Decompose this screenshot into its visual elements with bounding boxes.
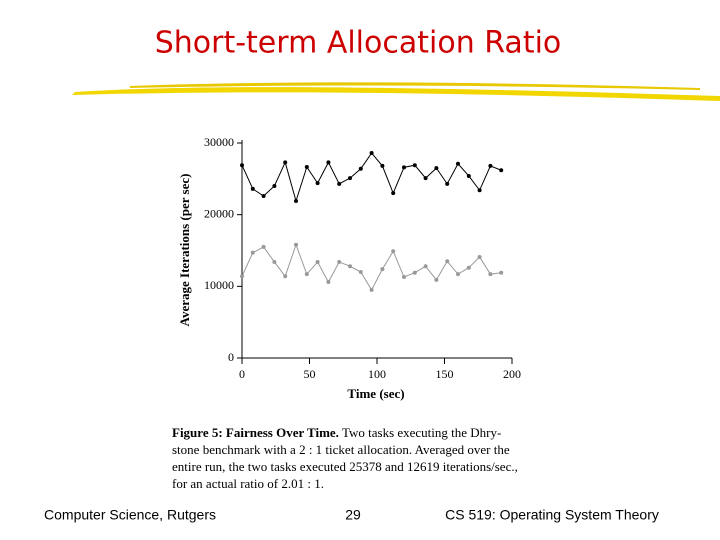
point	[326, 280, 331, 285]
y-tick-label: 10000	[204, 278, 234, 292]
point	[423, 176, 428, 181]
point	[348, 176, 352, 181]
x-axis-label: Time (sec)	[347, 386, 404, 401]
caption-line: stone benchmark with a 2 : 1 ticket allo…	[172, 442, 510, 457]
footer-center: 29	[345, 507, 361, 523]
point	[477, 188, 482, 193]
slide-title: Short-term Allocation Ratio	[155, 26, 562, 61]
point	[412, 163, 417, 168]
point	[315, 181, 320, 186]
y-tick-label: 20000	[204, 206, 234, 220]
point	[456, 272, 460, 277]
point	[283, 274, 288, 279]
point	[466, 265, 471, 270]
x-tick-label: 50	[304, 367, 316, 381]
point	[380, 267, 385, 272]
point	[283, 160, 288, 165]
point	[337, 259, 342, 264]
point	[391, 249, 396, 254]
point	[423, 264, 428, 269]
point	[304, 272, 309, 277]
point	[434, 166, 439, 171]
point	[456, 161, 460, 166]
title-underline	[72, 87, 720, 101]
caption-line: for an actual ratio of 2.01 : 1.	[172, 476, 324, 491]
point	[326, 160, 331, 165]
footer-right: CS 519: Operating System Theory	[445, 507, 659, 523]
title-underline-stroke	[130, 82, 700, 90]
point	[250, 250, 255, 255]
point	[391, 191, 396, 196]
point	[466, 173, 471, 178]
point	[499, 270, 504, 275]
x-tick-label: 200	[503, 367, 521, 381]
point	[337, 181, 342, 186]
footer-left: Computer Science, Rutgers	[44, 507, 216, 523]
point	[445, 181, 450, 186]
point	[358, 166, 363, 171]
point	[315, 259, 320, 264]
caption-line: Figure 5: Fairness Over Time. Two tasks …	[172, 425, 501, 440]
point	[261, 244, 266, 249]
point	[402, 165, 406, 170]
point	[261, 194, 266, 199]
point	[250, 186, 255, 191]
point	[434, 277, 439, 282]
y-tick-label: 30000	[204, 135, 234, 149]
point	[445, 259, 450, 264]
point	[412, 270, 417, 275]
series-line	[241, 243, 502, 291]
point	[488, 272, 493, 277]
point	[402, 275, 406, 280]
caption-line: entire run, the two tasks executed 25378…	[172, 459, 518, 474]
caption-label: Figure 5: Fairness Over Time.	[172, 425, 339, 440]
caption-text: Two tasks executing the Dhry-	[342, 425, 501, 440]
point	[272, 259, 277, 264]
point	[369, 151, 374, 156]
point	[240, 274, 244, 279]
point	[488, 163, 493, 168]
point	[369, 287, 374, 292]
point	[294, 242, 298, 247]
point	[272, 184, 277, 188]
x-tick-label: 150	[436, 367, 454, 381]
point	[304, 165, 309, 170]
series-line	[241, 152, 502, 203]
y-tick-label: 0	[228, 350, 234, 364]
point	[358, 270, 363, 274]
y-axis-label: Average Iterations (per sec)	[177, 174, 192, 327]
x-tick-label: 0	[239, 367, 245, 381]
point	[294, 199, 298, 204]
point	[499, 168, 504, 173]
point	[348, 264, 352, 269]
point	[477, 254, 482, 259]
x-tick-label: 100	[368, 367, 386, 381]
point	[380, 163, 385, 168]
point	[240, 163, 244, 168]
